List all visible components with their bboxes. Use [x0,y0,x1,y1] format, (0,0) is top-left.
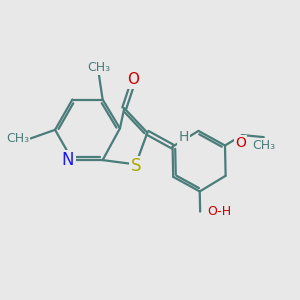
Text: O-H: O-H [207,205,232,218]
Text: CH₃: CH₃ [252,139,275,152]
Text: O: O [127,73,139,88]
Text: S: S [130,157,141,175]
Text: CH₃: CH₃ [6,132,29,145]
Text: H: H [178,130,189,143]
Text: O: O [236,136,246,151]
Text: N: N [62,151,74,169]
Text: CH₃: CH₃ [87,61,111,74]
